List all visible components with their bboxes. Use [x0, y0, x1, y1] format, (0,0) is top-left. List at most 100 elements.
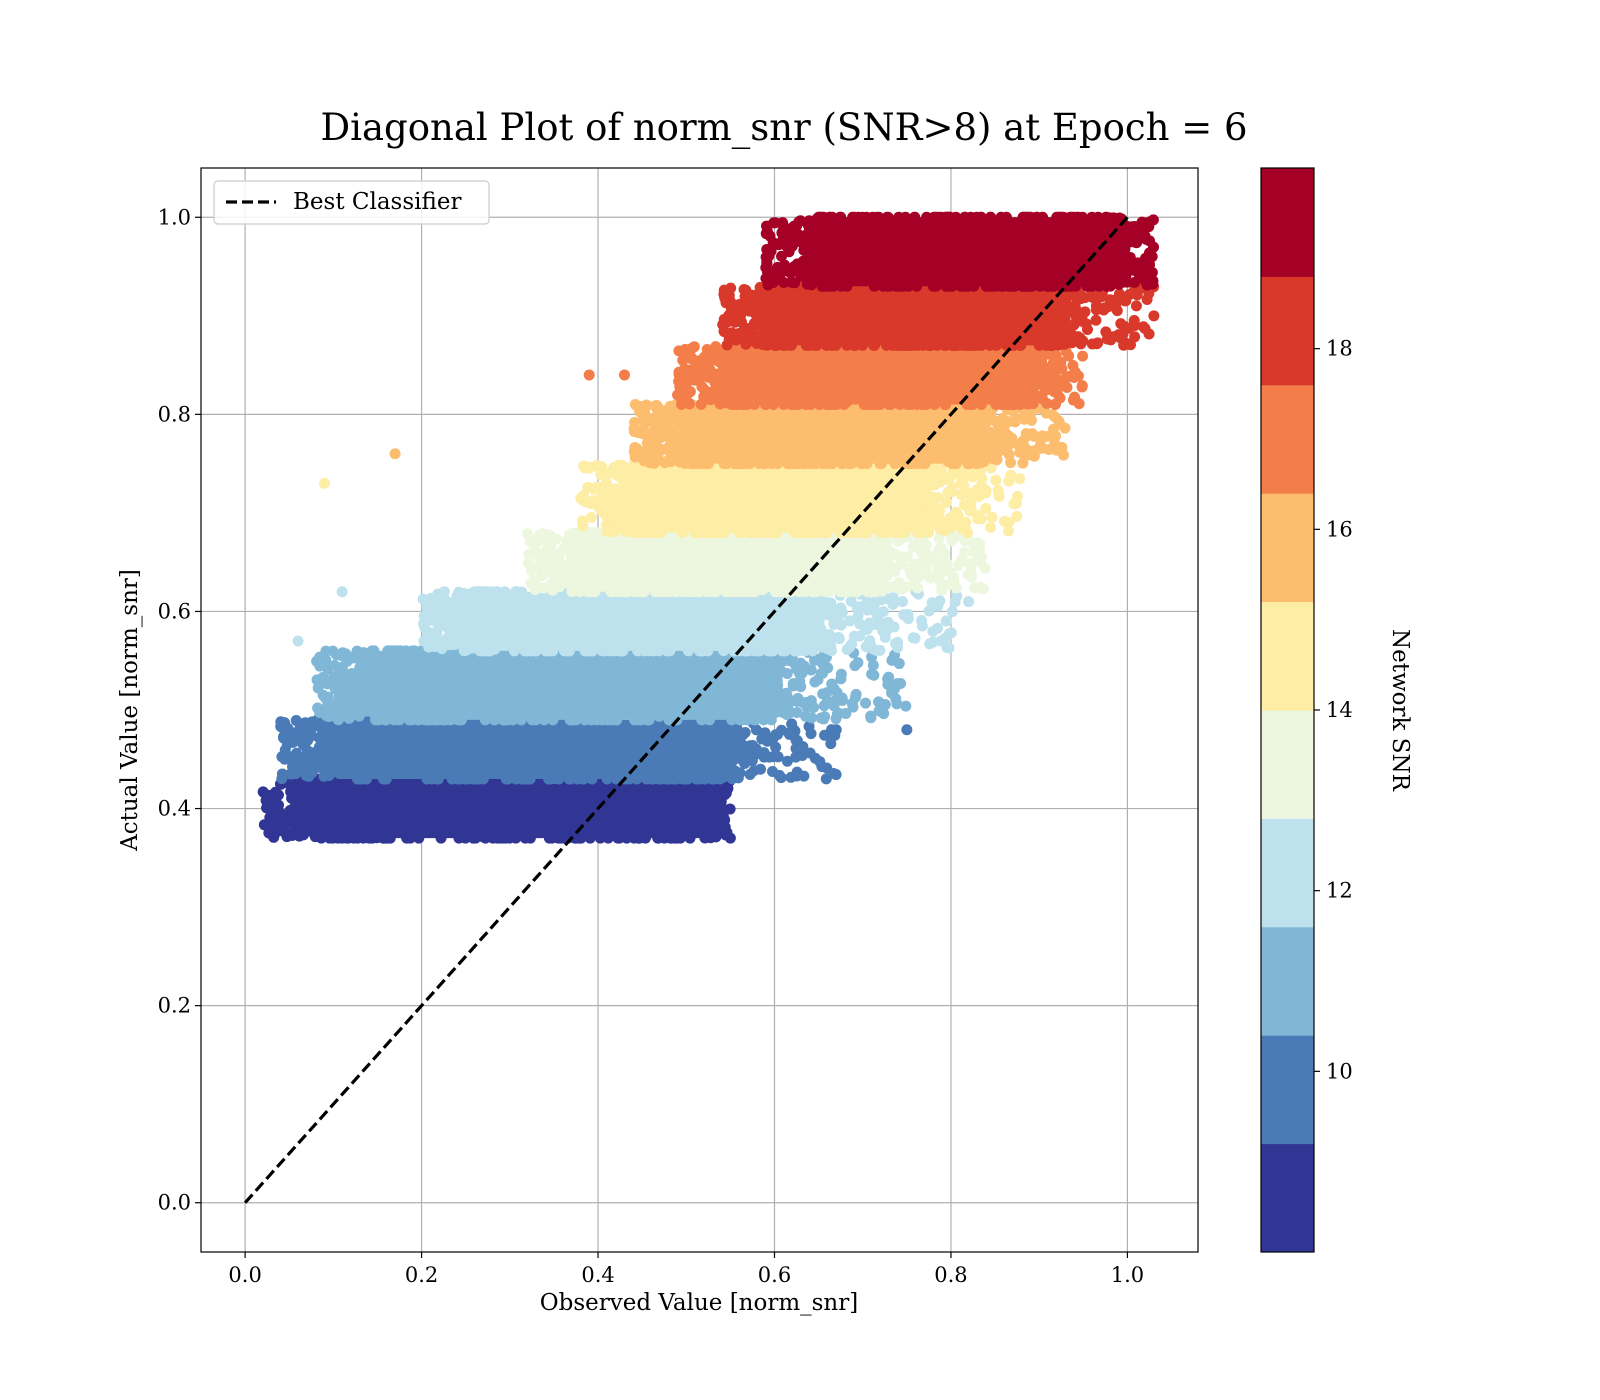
data-point — [635, 714, 647, 726]
data-point — [584, 586, 596, 598]
data-point — [849, 339, 861, 351]
data-point — [649, 400, 661, 412]
data-point — [930, 517, 942, 529]
data-point — [1049, 250, 1061, 262]
data-point — [788, 657, 800, 669]
data-point — [435, 588, 447, 600]
data-point — [867, 586, 879, 598]
data-point — [969, 582, 981, 594]
data-point — [432, 687, 444, 699]
data-point — [1128, 314, 1140, 326]
data-point — [1034, 280, 1046, 292]
x-tick-label: 1.0 — [1111, 1263, 1144, 1287]
data-point — [320, 710, 332, 722]
data-point — [834, 586, 846, 598]
data-point — [960, 353, 972, 365]
data-point — [813, 613, 825, 625]
data-point — [770, 586, 782, 598]
data-point — [758, 747, 770, 759]
data-point — [761, 527, 773, 539]
data-point — [900, 339, 912, 351]
data-point — [479, 714, 491, 726]
data-point — [598, 728, 610, 740]
data-point — [720, 365, 732, 377]
legend-entry-best-classifier: Best Classifier — [293, 189, 461, 215]
data-point — [319, 692, 331, 704]
data-point — [873, 615, 885, 627]
data-point — [763, 357, 775, 369]
data-point — [920, 487, 932, 499]
data-point — [586, 527, 598, 539]
data-point — [831, 468, 843, 480]
data-point — [756, 338, 768, 350]
data-point — [836, 694, 848, 706]
data-point — [682, 797, 694, 809]
data-point — [292, 728, 304, 740]
data-point — [930, 365, 942, 377]
data-point — [573, 614, 585, 626]
data-point — [802, 227, 814, 239]
data-point — [499, 586, 511, 598]
data-point — [804, 747, 816, 759]
data-point — [684, 832, 696, 844]
data-point — [818, 574, 830, 586]
data-point — [686, 342, 698, 354]
data-point — [788, 728, 800, 740]
data-point — [584, 832, 596, 844]
data-point — [591, 631, 603, 643]
data-point — [877, 565, 889, 577]
data-point — [687, 515, 699, 527]
data-point — [767, 733, 779, 745]
data-point — [1035, 439, 1047, 451]
data-point — [883, 399, 895, 411]
data-point — [1013, 399, 1025, 411]
data-point — [682, 594, 694, 606]
x-tick-label: 0.0 — [228, 1263, 261, 1287]
data-point — [848, 527, 860, 539]
data-point — [1004, 280, 1016, 292]
data-point — [803, 322, 815, 334]
data-point — [721, 316, 733, 328]
data-point — [1020, 228, 1032, 240]
data-point — [682, 725, 694, 737]
data-point — [356, 773, 368, 785]
data-point — [985, 462, 997, 474]
data-point — [775, 373, 787, 385]
data-point — [658, 586, 670, 598]
snr-band-6 — [575, 458, 1026, 539]
data-point — [702, 797, 714, 809]
data-point — [530, 645, 542, 657]
data-point — [1140, 276, 1152, 288]
data-point — [815, 712, 827, 724]
data-point — [798, 458, 810, 470]
band-dense-core — [633, 463, 925, 533]
data-point — [819, 413, 831, 425]
data-point — [1130, 300, 1142, 312]
data-point — [765, 714, 777, 726]
data-point — [836, 574, 848, 586]
data-point — [878, 272, 890, 284]
data-point — [928, 399, 940, 411]
data-point — [932, 600, 944, 612]
data-point — [809, 676, 821, 688]
data-point — [717, 527, 729, 539]
data-point — [693, 645, 705, 657]
data-point — [979, 562, 991, 574]
data-point — [698, 359, 710, 371]
data-point — [806, 645, 818, 657]
data-point — [943, 628, 955, 640]
data-point — [757, 515, 769, 527]
data-point — [724, 736, 736, 748]
data-point — [818, 527, 830, 539]
data-point — [1090, 314, 1102, 326]
data-point — [315, 657, 327, 669]
data-point — [797, 741, 809, 753]
data-point — [736, 316, 748, 328]
data-point — [850, 366, 862, 378]
data-point — [1052, 211, 1064, 223]
data-point — [600, 702, 612, 714]
data-point — [965, 536, 977, 548]
data-point — [602, 832, 614, 844]
data-point — [890, 693, 902, 705]
